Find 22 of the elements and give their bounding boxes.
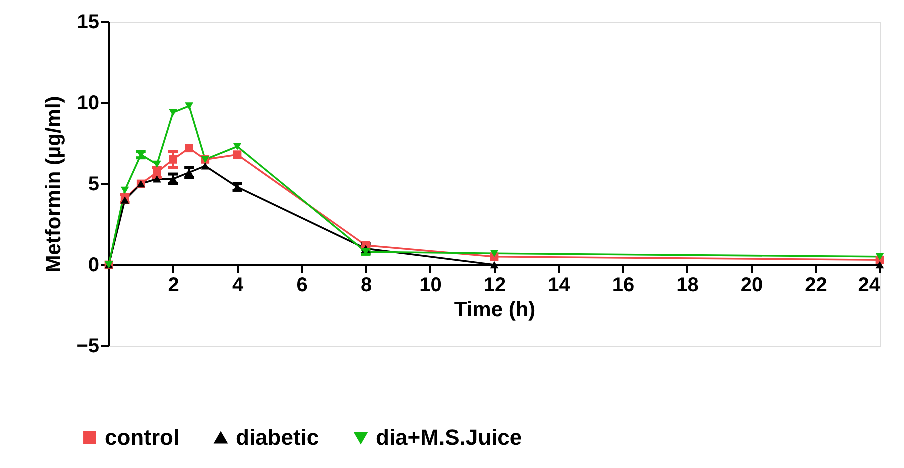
y-tick-label: 0 — [88, 254, 100, 276]
x-tick-label: 2 — [168, 274, 180, 296]
x-axis-title: Time (h) — [454, 298, 536, 322]
x-tick-label: 10 — [420, 274, 442, 296]
x-tick-label: 14 — [548, 274, 572, 296]
x-tick-label: 16 — [612, 274, 635, 296]
y-tick-label: 10 — [77, 92, 100, 114]
x-tick-label: 8 — [360, 274, 372, 296]
x-tick-label: 24 — [858, 274, 882, 296]
x-tick-label: 20 — [740, 274, 764, 296]
x-tick-label: 4 — [232, 274, 244, 296]
legend-label: dia+M.S.Juice — [376, 425, 522, 450]
y-axis-title: Metformin (µg/ml) — [42, 96, 66, 273]
x-tick-label: 22 — [805, 274, 828, 296]
x-tick-label: 12 — [484, 274, 506, 296]
y-tick-label: 15 — [77, 12, 100, 34]
legend-label: diabetic — [236, 425, 320, 450]
y-tick-label: −5 — [76, 336, 100, 358]
x-tick-label: 6 — [296, 274, 308, 296]
legend-label: control — [105, 425, 180, 450]
y-tick-label: 5 — [88, 174, 100, 196]
x-tick-label: 18 — [676, 274, 699, 296]
